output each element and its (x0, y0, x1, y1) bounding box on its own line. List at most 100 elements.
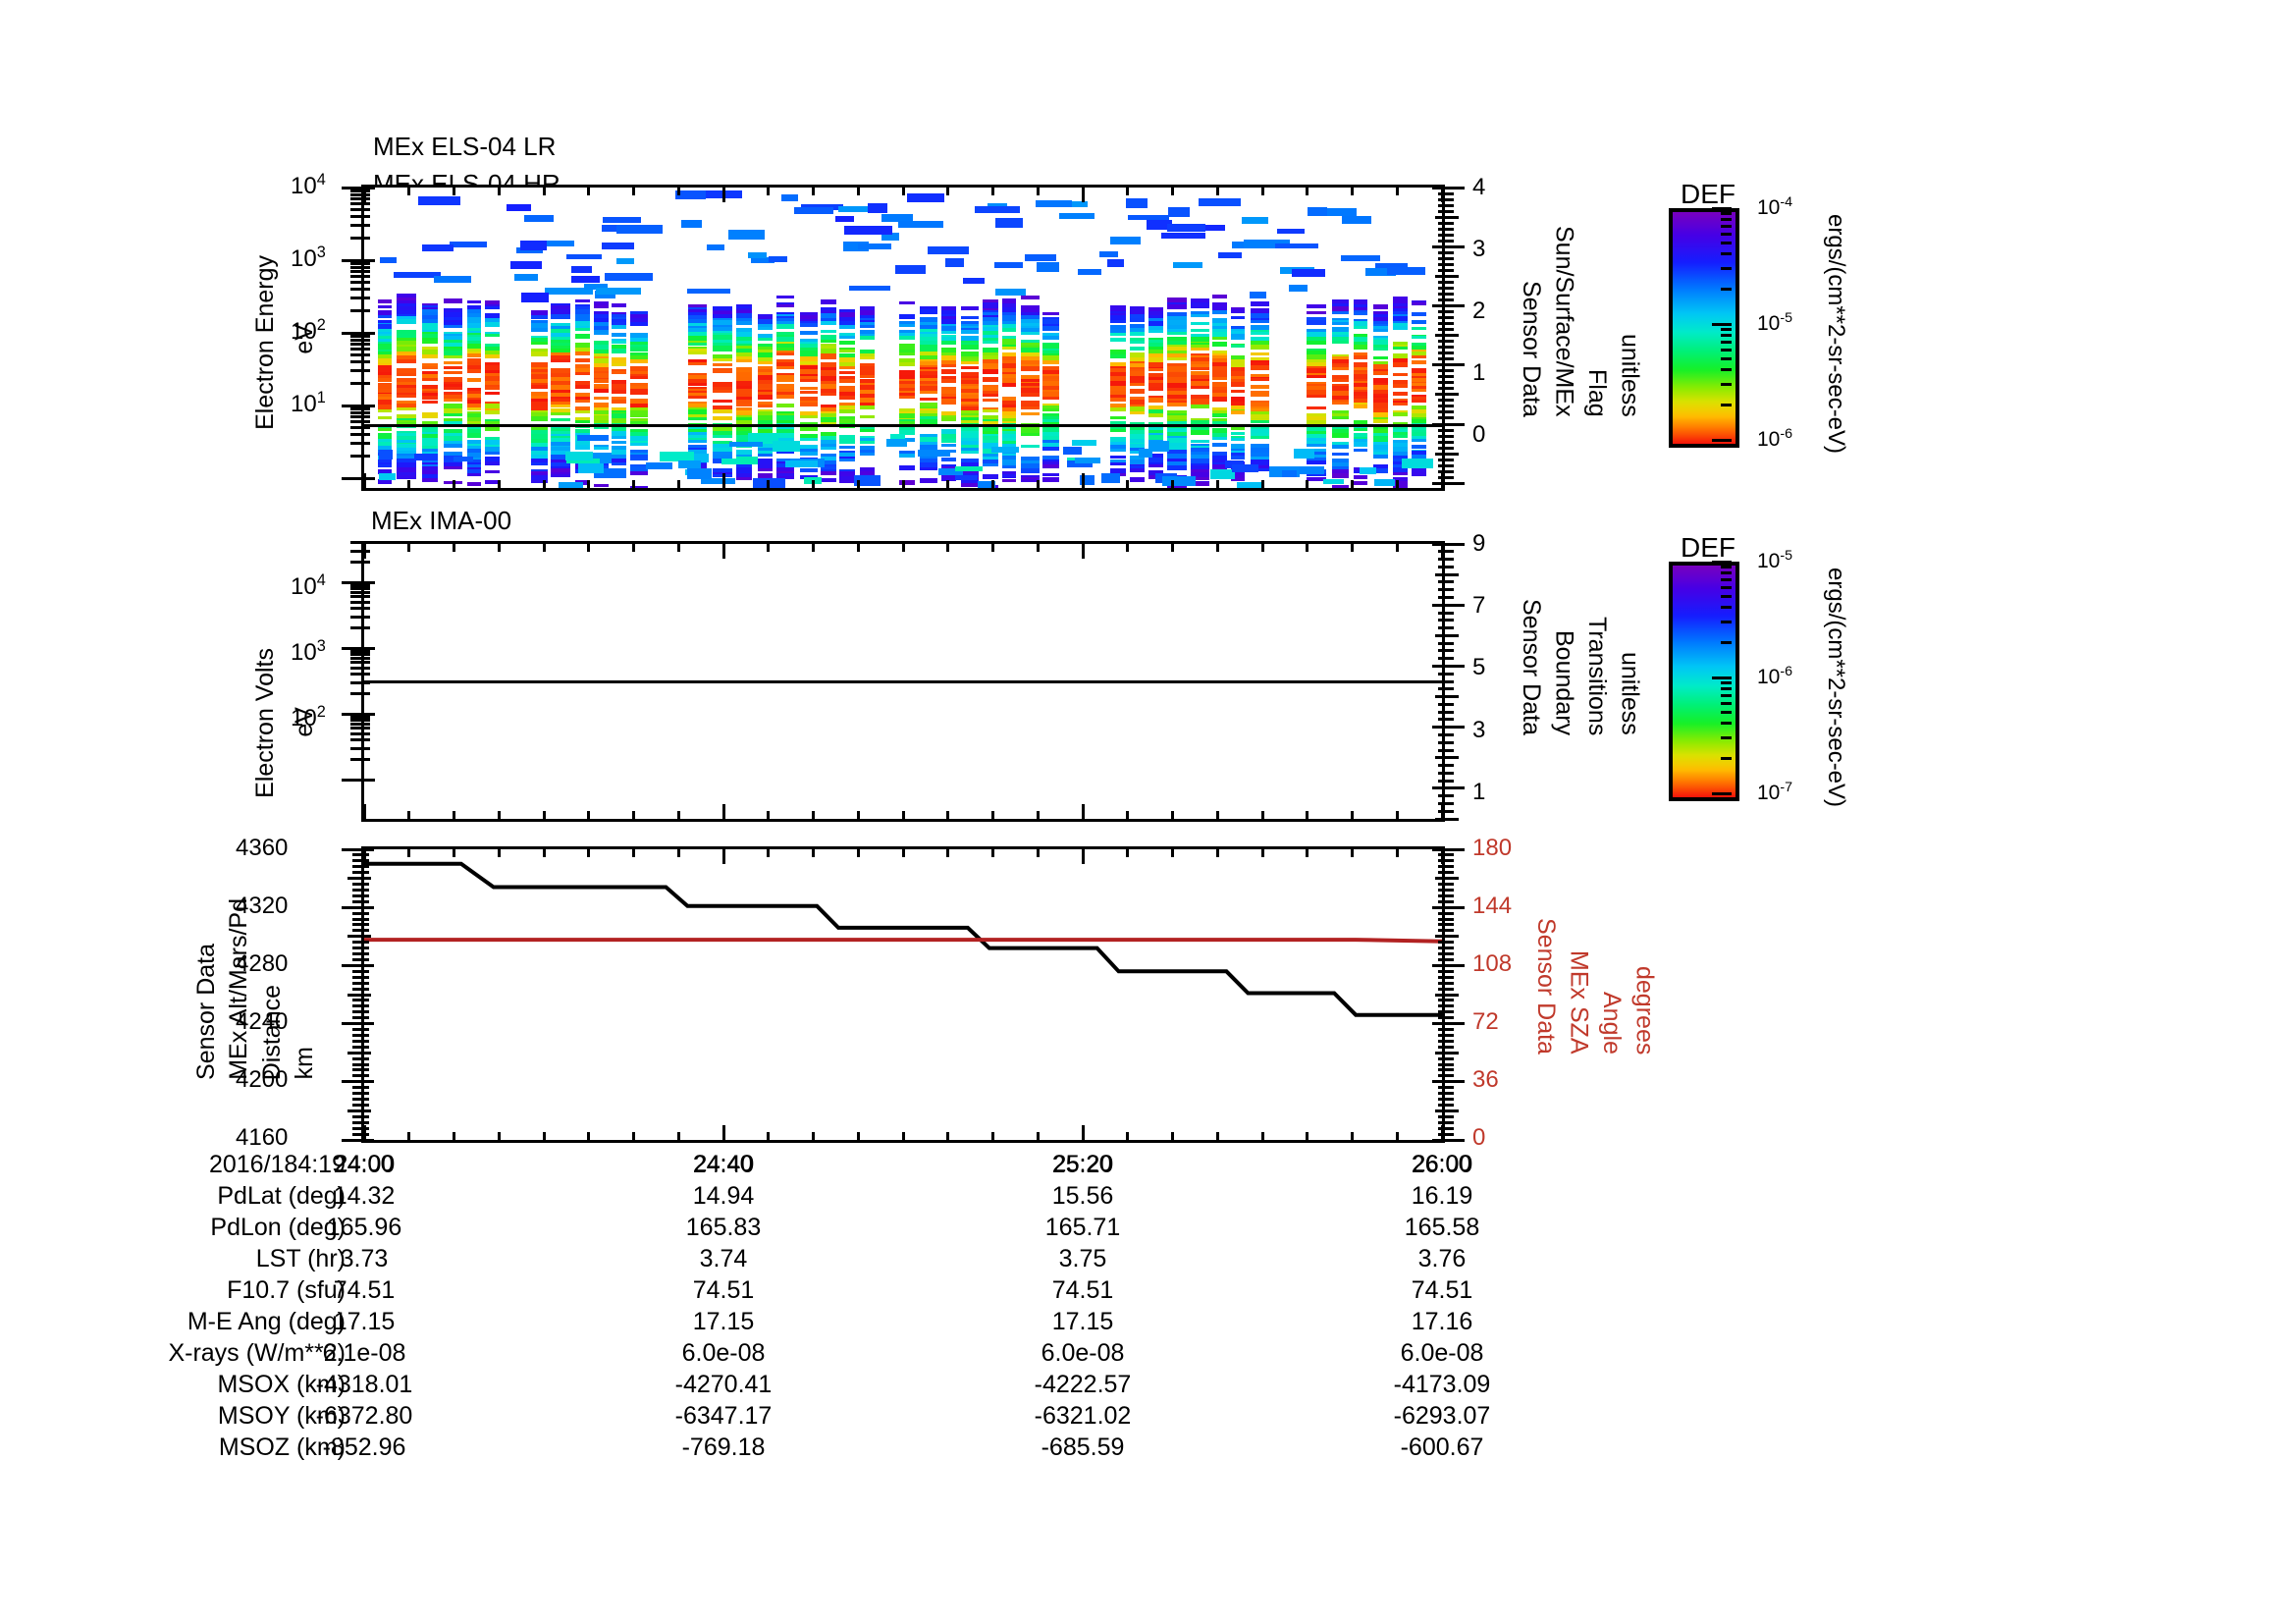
spectrogram-bin (1393, 299, 1408, 303)
spectrogram-bin (1231, 431, 1245, 435)
spectrogram-bin (467, 398, 481, 402)
ima-right-tick-in (1435, 633, 1442, 637)
alt-left-tick-in (364, 935, 371, 939)
spectrogram-bin (839, 333, 855, 337)
spectrogram-bin (1393, 467, 1408, 473)
spectrogram-bin (1251, 340, 1269, 346)
spectrogram-bin (485, 362, 500, 366)
spectrogram-bin (1021, 346, 1040, 350)
panel-els-right-label: Sensor Data Sun/Surface/MEx Flag unitles… (1518, 226, 1644, 417)
spectrogram-bin (713, 316, 732, 320)
spectrogram-bin (1148, 430, 1163, 434)
spectrogram-bin (397, 433, 416, 437)
ima-right-tick-in (1437, 649, 1442, 653)
spectrogram-bin (1354, 399, 1367, 404)
spectrogram-bin (1210, 468, 1235, 479)
alt-left-tick (352, 929, 361, 933)
spectrogram-bin (551, 404, 570, 407)
spectrogram-bin (1079, 475, 1095, 485)
ima-right-tick (1445, 794, 1454, 798)
spectrogram-bin (961, 444, 979, 448)
ima-right-tick-in (1437, 779, 1442, 783)
spectrogram-bin (688, 318, 707, 323)
spectrogram-bin (688, 362, 707, 366)
alt-ytick-4160: 4160 (236, 1124, 289, 1151)
spectrogram-bin (983, 463, 998, 467)
ima-right-tick (1445, 740, 1454, 744)
spectrogram-bin (1130, 371, 1145, 376)
spectrogram-bin (758, 357, 773, 362)
spectrogram-bin (839, 356, 855, 362)
spectrogram-bin (612, 427, 626, 431)
table-cell: 15.56 (1051, 1182, 1114, 1210)
spectrogram-bin (630, 432, 648, 437)
spectrogram-bin (1412, 383, 1426, 387)
alt-left-tick (347, 993, 361, 997)
ima-right-tick (1445, 657, 1454, 661)
x-axis-tick (1215, 541, 1219, 552)
spectrogram-bin (941, 348, 956, 352)
spectrogram-bin (531, 442, 548, 448)
x-axis-tick (901, 811, 905, 822)
spectrogram-bin (394, 271, 441, 279)
spectrogram-bin (713, 339, 732, 343)
ima-right-tick (1445, 786, 1465, 790)
alt-left-tick-in (364, 957, 369, 961)
spectrogram-bin (1231, 381, 1245, 387)
spectrogram-bin (575, 352, 590, 356)
spectrogram-bin (736, 376, 752, 382)
alt-left-tick-in (364, 1126, 369, 1130)
spectrogram-bin (575, 399, 590, 403)
alt-left-tick (352, 923, 361, 927)
x-axis-tick (497, 541, 501, 552)
spectrogram-bin (1307, 458, 1326, 461)
x-axis-tick (856, 1132, 860, 1143)
spectrogram-bin (920, 398, 937, 402)
spectrogram-bin (630, 354, 648, 359)
spectrogram-bin (978, 480, 996, 488)
spectrogram-bin (1332, 426, 1349, 430)
els-left-tick (342, 404, 361, 407)
spectrogram-bin (961, 358, 979, 362)
spectrogram-bin (776, 317, 794, 322)
spectrogram-bin (1212, 387, 1227, 391)
x-axis-tick (1036, 1132, 1040, 1143)
spectrogram-bin (422, 462, 438, 465)
spectrogram-bin (839, 308, 855, 313)
spectrogram-bin (531, 475, 548, 481)
ima-right-tick-in (1437, 801, 1442, 805)
spectrogram-bin (713, 434, 732, 438)
spectrogram-bin (961, 335, 979, 341)
spectrogram-bin (776, 415, 794, 421)
ima-left-tick (350, 583, 361, 587)
spectrogram-bin (688, 322, 707, 327)
x-axis-tick (407, 541, 411, 552)
spectrogram-bin (1110, 333, 1126, 337)
spectrogram-bin (961, 425, 979, 429)
spectrogram-bin (1148, 406, 1163, 410)
spectrogram-bin (531, 311, 548, 316)
spectrogram-bin (692, 453, 710, 463)
spectrogram-bin (1167, 370, 1187, 374)
spectrogram-bin (688, 403, 707, 408)
spectrogram-bin (551, 468, 570, 473)
ima-left-tick-in (364, 580, 375, 584)
spectrogram-bin (800, 403, 818, 407)
spectrogram-bin (1130, 338, 1145, 342)
spectrogram-bin (1373, 348, 1388, 352)
alt-left-tick-in (364, 1138, 374, 1142)
table-cell: 3.75 (1058, 1245, 1107, 1272)
x-axis-tick (1126, 846, 1130, 857)
sza-right-tick-in (1437, 1033, 1442, 1037)
table-cell: 165.96 (326, 1214, 402, 1241)
spectrogram-bin (899, 329, 915, 334)
spectrogram-bin (983, 399, 998, 403)
spectrogram-bin (688, 349, 707, 352)
els-left-tick (350, 342, 361, 346)
x-axis-tick (676, 185, 680, 195)
spectrogram-bin (758, 361, 773, 365)
spectrogram-bin (378, 449, 393, 460)
table-row-label: X-rays (W/m**2) (168, 1339, 346, 1367)
spectrogram-bin (758, 391, 773, 396)
spectrogram-bin (1074, 457, 1101, 463)
